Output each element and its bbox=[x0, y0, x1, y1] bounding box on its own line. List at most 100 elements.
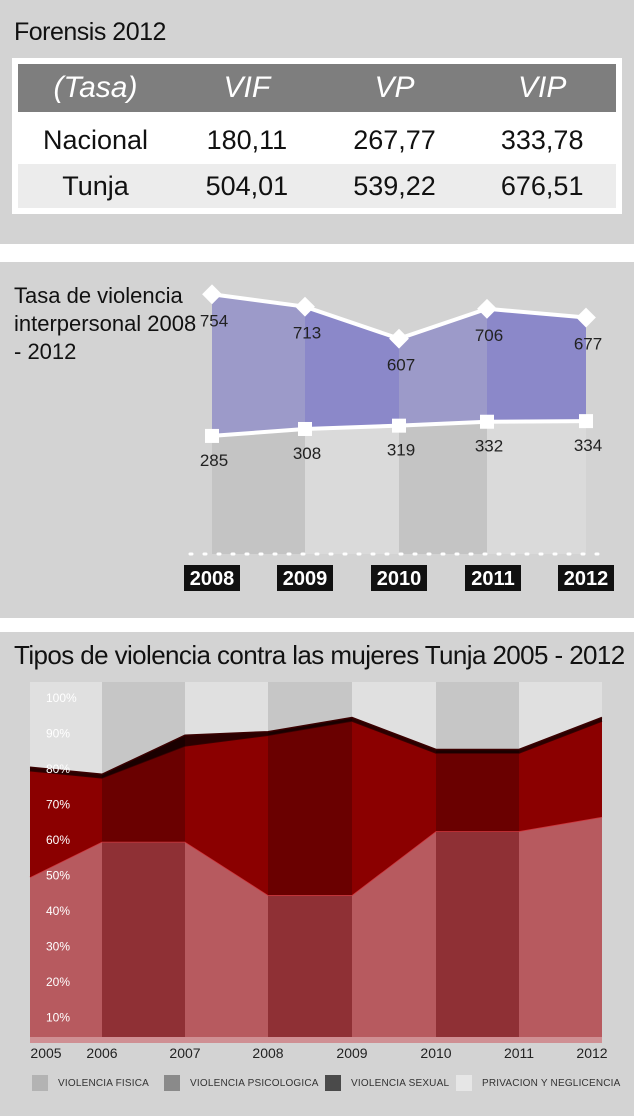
table-row-nacional: Nacional 180,11 267,77 333,78 bbox=[18, 116, 616, 164]
x-tick-label: 2011 bbox=[471, 568, 514, 590]
interpersonal-chart-title: Tasa de violencia interpersonal 2008 - 2… bbox=[14, 283, 197, 364]
legend-swatch bbox=[32, 1075, 48, 1091]
header-cell-vif: VIF bbox=[223, 71, 271, 104]
lower-band-segment bbox=[305, 425, 399, 554]
x-tick-label: 2008 bbox=[190, 568, 235, 590]
interpersonal-chart: 754 713 607 706 677 285 308 319 332 334 2008 2009 20… bbox=[184, 284, 614, 591]
x-tick-label: 2008 bbox=[252, 1045, 283, 1061]
legend-swatch bbox=[325, 1075, 341, 1091]
x-tick-box bbox=[465, 565, 521, 591]
data-label: 285 bbox=[200, 451, 228, 470]
x-tick-label: 2010 bbox=[377, 568, 422, 590]
area-segment bbox=[487, 308, 586, 422]
data-label: 706 bbox=[475, 326, 503, 345]
stack-area-segment bbox=[352, 831, 436, 1037]
y-tick-label: 70% bbox=[46, 798, 70, 812]
forensis-table-frame: (Tasa) VIF VP VIP Nacional 180,11 267,77… bbox=[12, 58, 622, 214]
data-label: 713 bbox=[293, 324, 321, 343]
y-tick-label: 50% bbox=[46, 869, 70, 883]
header-cell-tasa: (Tasa) bbox=[53, 71, 138, 104]
legend-item: VIOLENCIA FISICA bbox=[32, 1074, 149, 1092]
forensis-title: Forensis 2012 bbox=[14, 18, 166, 46]
baseline-strip bbox=[30, 1037, 602, 1043]
violence-types-title: Tipos de violencia contra las mujeres Tu… bbox=[14, 640, 625, 670]
area-segment bbox=[399, 308, 487, 426]
stack-area-segment bbox=[185, 731, 268, 746]
data-label: 308 bbox=[293, 444, 321, 463]
stack-area-segment bbox=[436, 831, 519, 1037]
x-tick-label: 2010 bbox=[420, 1045, 451, 1061]
y-tick-label: 10% bbox=[46, 1011, 70, 1025]
row-value-vp: 267,77 bbox=[353, 124, 436, 155]
stack-area-segment bbox=[30, 767, 102, 778]
legend-label: VIOLENCIA PSICOLOGICA bbox=[190, 1077, 319, 1089]
stack-area-segment bbox=[185, 735, 268, 895]
violence-types-legend: VIOLENCIA FISICA VIOLENCIA PSICOLOGICA VIO… bbox=[0, 1068, 634, 1098]
x-tick-label: 2006 bbox=[86, 1045, 117, 1061]
header-cell-vip: VIP bbox=[517, 71, 567, 104]
legend-label: VIOLENCIA FISICA bbox=[58, 1077, 150, 1089]
y-tick-label: 40% bbox=[46, 904, 70, 918]
row-value-vip: 333,78 bbox=[500, 124, 584, 155]
row-value-vip: 676,51 bbox=[500, 170, 584, 201]
legend-item: VIOLENCIA SEXUAL bbox=[325, 1074, 449, 1092]
area-segment bbox=[212, 294, 305, 436]
stack-area-segment bbox=[268, 721, 352, 895]
data-point-marker bbox=[477, 298, 497, 319]
header-cell-vp: VP bbox=[374, 71, 415, 104]
data-point-marker bbox=[392, 418, 406, 433]
lower-band-segment bbox=[487, 421, 586, 554]
legend-swatch bbox=[456, 1075, 472, 1091]
stack-area-segment bbox=[519, 717, 602, 753]
stack-area-segment bbox=[352, 717, 436, 753]
legend-label: PRIVACION Y NEGLICENCIA bbox=[482, 1077, 621, 1089]
y-tick-label: 90% bbox=[46, 727, 70, 741]
row-label: Tunja bbox=[62, 170, 129, 201]
legend-swatch bbox=[164, 1075, 180, 1091]
table-row-tunja: Tunja 504,01 539,22 676,51 bbox=[18, 164, 616, 208]
x-tick-label: 2011 bbox=[504, 1045, 534, 1061]
y-tick-label: 80% bbox=[46, 762, 70, 776]
legend-item: VIOLENCIA PSICOLOGICA bbox=[164, 1074, 319, 1092]
data-label: 754 bbox=[200, 311, 228, 330]
y-tick-label: 100% bbox=[46, 691, 77, 705]
x-tick-label: 2012 bbox=[564, 568, 609, 590]
stack-area-segment bbox=[519, 816, 602, 1037]
row-value-vif: 180,11 bbox=[206, 124, 288, 155]
stack-area-segment bbox=[436, 753, 519, 832]
data-label: 607 bbox=[387, 356, 415, 375]
x-tick-label: 2007 bbox=[169, 1045, 200, 1061]
interpersonal-panel: Tasa de violencia interpersonal 2008 - 2… bbox=[0, 262, 634, 618]
legend-item: PRIVACION Y NEGLICENCIA bbox=[456, 1074, 621, 1092]
area-segment bbox=[305, 306, 399, 429]
x-tick-box bbox=[277, 565, 333, 591]
x-tick-box bbox=[371, 565, 427, 591]
x-tick-label: 2009 bbox=[336, 1045, 367, 1061]
stack-area-segment bbox=[102, 735, 185, 778]
stack-area-segment bbox=[30, 770, 102, 878]
x-tick-box bbox=[558, 565, 614, 591]
series-boundary-line bbox=[29, 716, 603, 776]
stack-area-segment bbox=[30, 841, 102, 1037]
stack-area-segment bbox=[268, 717, 352, 736]
data-point-marker bbox=[480, 414, 494, 429]
forensis-panel: Forensis 2012 (Tasa) VIF VP VIP Nacional… bbox=[0, 0, 634, 244]
x-tick-label: 2009 bbox=[283, 568, 328, 590]
stack-area-segment bbox=[436, 749, 519, 753]
stack-area-segment bbox=[352, 721, 436, 895]
violence-types-panel: Tipos de violencia contra las mujeres Tu… bbox=[0, 632, 634, 1116]
x-tick-label: 2005 bbox=[30, 1045, 61, 1061]
row-value-vif: 504,01 bbox=[205, 170, 289, 201]
table-header-row: (Tasa) VIF VP VIP bbox=[18, 64, 616, 112]
data-point-marker bbox=[389, 328, 409, 349]
y-tick-label: 20% bbox=[46, 975, 70, 989]
y-tick-label: 60% bbox=[46, 833, 70, 847]
data-point-marker bbox=[295, 296, 315, 317]
row-label: Nacional bbox=[42, 124, 149, 155]
x-tick-label: 2012 bbox=[576, 1045, 607, 1061]
lower-band-segment bbox=[399, 421, 487, 554]
data-label: 332 bbox=[475, 437, 503, 456]
data-point-marker bbox=[205, 428, 219, 443]
data-label: 334 bbox=[574, 436, 602, 455]
data-label: 677 bbox=[574, 335, 602, 354]
